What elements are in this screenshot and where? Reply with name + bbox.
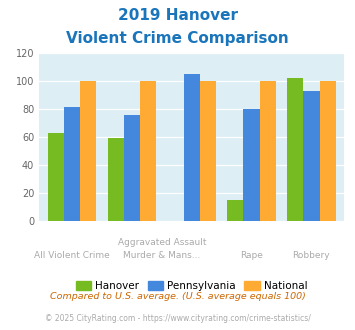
Bar [108,138,124,221]
Bar [320,81,336,221]
Bar [184,74,200,221]
Text: © 2025 CityRating.com - https://www.cityrating.com/crime-statistics/: © 2025 CityRating.com - https://www.city… [45,314,310,323]
Text: Aggravated Assault: Aggravated Assault [118,238,206,247]
Text: Murder & Mans...: Murder & Mans... [123,250,201,260]
Bar [140,81,156,221]
Text: Rape: Rape [240,250,263,260]
Bar [244,109,260,221]
Bar [287,78,303,221]
Bar [227,200,244,221]
Bar [124,115,140,221]
Text: Robbery: Robbery [293,250,330,260]
Legend: Hanover, Pennsylvania, National: Hanover, Pennsylvania, National [71,277,312,295]
Text: Violent Crime Comparison: Violent Crime Comparison [66,31,289,46]
Bar [80,81,96,221]
Bar [260,81,276,221]
Text: 2019 Hanover: 2019 Hanover [118,8,237,23]
Bar [303,91,320,221]
Bar [64,108,80,221]
Text: Compared to U.S. average. (U.S. average equals 100): Compared to U.S. average. (U.S. average … [50,292,305,301]
Bar [200,81,216,221]
Bar [48,133,64,221]
Text: All Violent Crime: All Violent Crime [34,250,110,260]
